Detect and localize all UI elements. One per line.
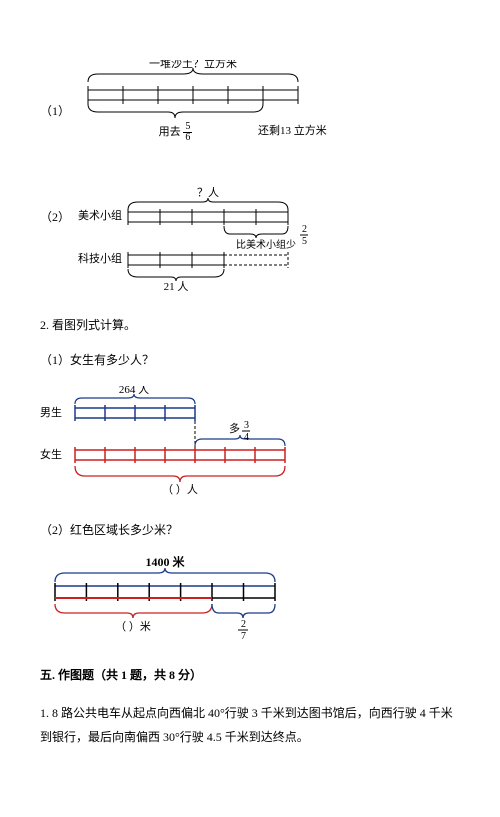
svg-text:2: 2 — [302, 224, 307, 235]
d2-label: （2） — [40, 208, 70, 225]
diagram-1: （1） 一堆沙土？立方米 — [40, 60, 460, 161]
svg-text:2: 2 — [241, 619, 246, 630]
svg-text:5: 5 — [302, 236, 307, 247]
d3-girls-label: 女生 — [40, 447, 62, 461]
q2-title: 2. 看图列式计算。 — [40, 316, 460, 333]
diagram-2: （2） ？人 美术小组 比美术小组少 2 5 — [40, 186, 460, 291]
d1-svg: 一堆沙土？立方米 用去 56 — [78, 60, 328, 161]
d2-svg: ？人 美术小组 比美术小组少 2 5 科技小组 — [78, 186, 358, 291]
d1-used-frac: 56 — [183, 122, 192, 143]
svg-text:3: 3 — [244, 420, 249, 431]
d2-less-label: 比美术小组少 — [236, 238, 296, 251]
svg-text:7: 7 — [241, 631, 246, 641]
d1-used: 用去 56 — [88, 122, 263, 143]
q5-text: 1. 8 路公共电车从起点向西偏北 40°行驶 3 千米到达图书馆后，向西行驶 … — [40, 701, 460, 749]
q2-p1-label: （1）女生有多少人？ — [40, 351, 460, 368]
d3-boys-num: 264 人 — [119, 386, 149, 396]
d1-top-text: 一堆沙土？立方米 — [149, 60, 237, 70]
d3-boys-label: 男生 — [40, 405, 62, 419]
d2-top-q: ？人 — [197, 186, 219, 199]
q2-p2-label: （2）红色区域长多少米？ — [40, 521, 460, 538]
d4-top-num: 1400 米 — [145, 556, 185, 569]
d3-more-label: 多 — [229, 421, 240, 435]
d3-result: （ ）人 — [162, 483, 198, 496]
d2-tech-label: 科技小组 — [78, 251, 122, 265]
svg-text:4: 4 — [244, 432, 249, 443]
d4-result: （ ）米 — [115, 620, 151, 633]
d2-bottom-num: 21 人 — [164, 280, 189, 291]
d2-art-label: 美术小组 — [78, 208, 122, 222]
d1-remain: 还剩13 立方米 — [258, 122, 328, 143]
diagram-3: 264 人 男生 女生 多 3 4 （ ）人 — [40, 386, 460, 496]
diagram-4: 1400 米 （ ）米 2 7 — [40, 556, 460, 641]
q5-header: 五. 作图题（共 1 题，共 8 分） — [40, 666, 460, 683]
d1-label: （1） — [40, 102, 70, 119]
